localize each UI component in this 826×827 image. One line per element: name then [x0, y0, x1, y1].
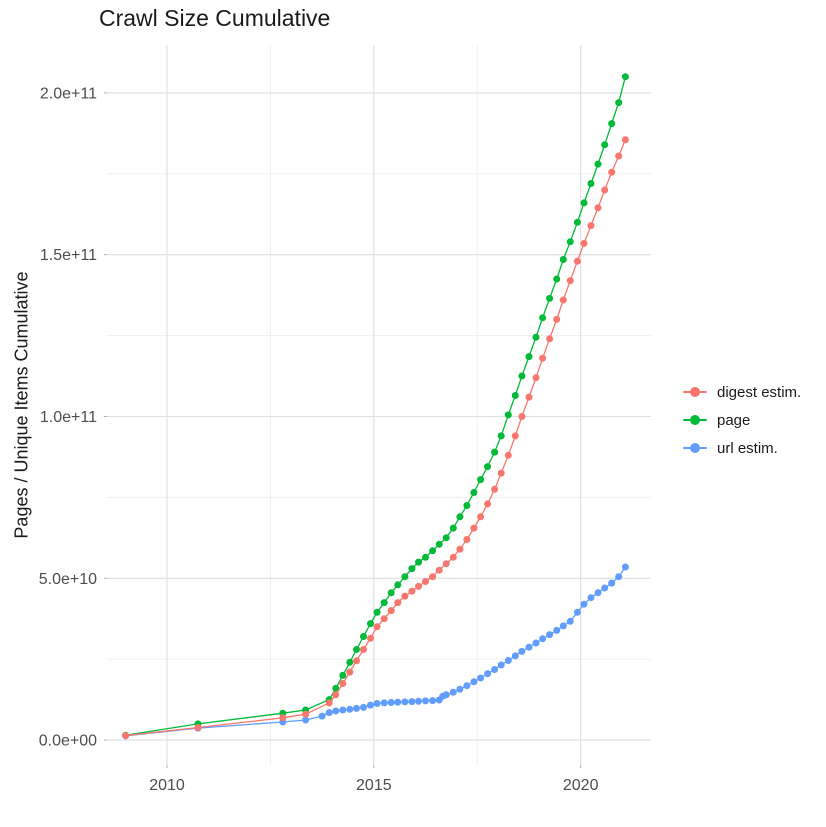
chart-title: Crawl Size Cumulative	[99, 5, 331, 31]
legend-item-page: page	[683, 406, 801, 434]
grid-minor	[107, 45, 651, 765]
legend-label: page	[717, 411, 751, 429]
series-url-estim	[122, 563, 629, 740]
axis-ticks	[104, 92, 582, 768]
legend-key-line-dot-icon	[683, 442, 707, 454]
y-axis-title: Pages / Unique Items Cumulative	[11, 271, 32, 539]
series-digest-estim	[122, 136, 629, 740]
y-tick-label: 1.5e+11	[40, 247, 97, 264]
legend-label: digest estim.	[717, 383, 802, 401]
y-tick-label: 0.0e+00	[39, 733, 97, 750]
axis-tick-labels: 0.0e+00 5.0e+10 1.0e+11 1.5e+11 2.0e+11 2010 2…	[39, 85, 599, 794]
legend-item-url-estim: url estim.	[683, 434, 801, 462]
x-tick-label: 2015	[356, 777, 392, 794]
legend-label: url estim.	[717, 439, 778, 457]
x-tick-label: 2020	[563, 777, 599, 794]
grid-major	[107, 45, 651, 765]
legend-item-digest-estim: digest estim.	[683, 378, 801, 406]
y-tick-label: 2.0e+11	[40, 85, 97, 102]
x-tick-label: 2010	[149, 777, 185, 794]
series-page	[122, 73, 629, 739]
legend: digest estim. page url estim.	[683, 378, 801, 462]
legend-key-line-dot-icon	[683, 414, 707, 426]
y-tick-label: 5.0e+10	[39, 571, 97, 588]
y-tick-label: 1.0e+11	[40, 409, 97, 426]
legend-key-line-dot-icon	[683, 386, 707, 398]
